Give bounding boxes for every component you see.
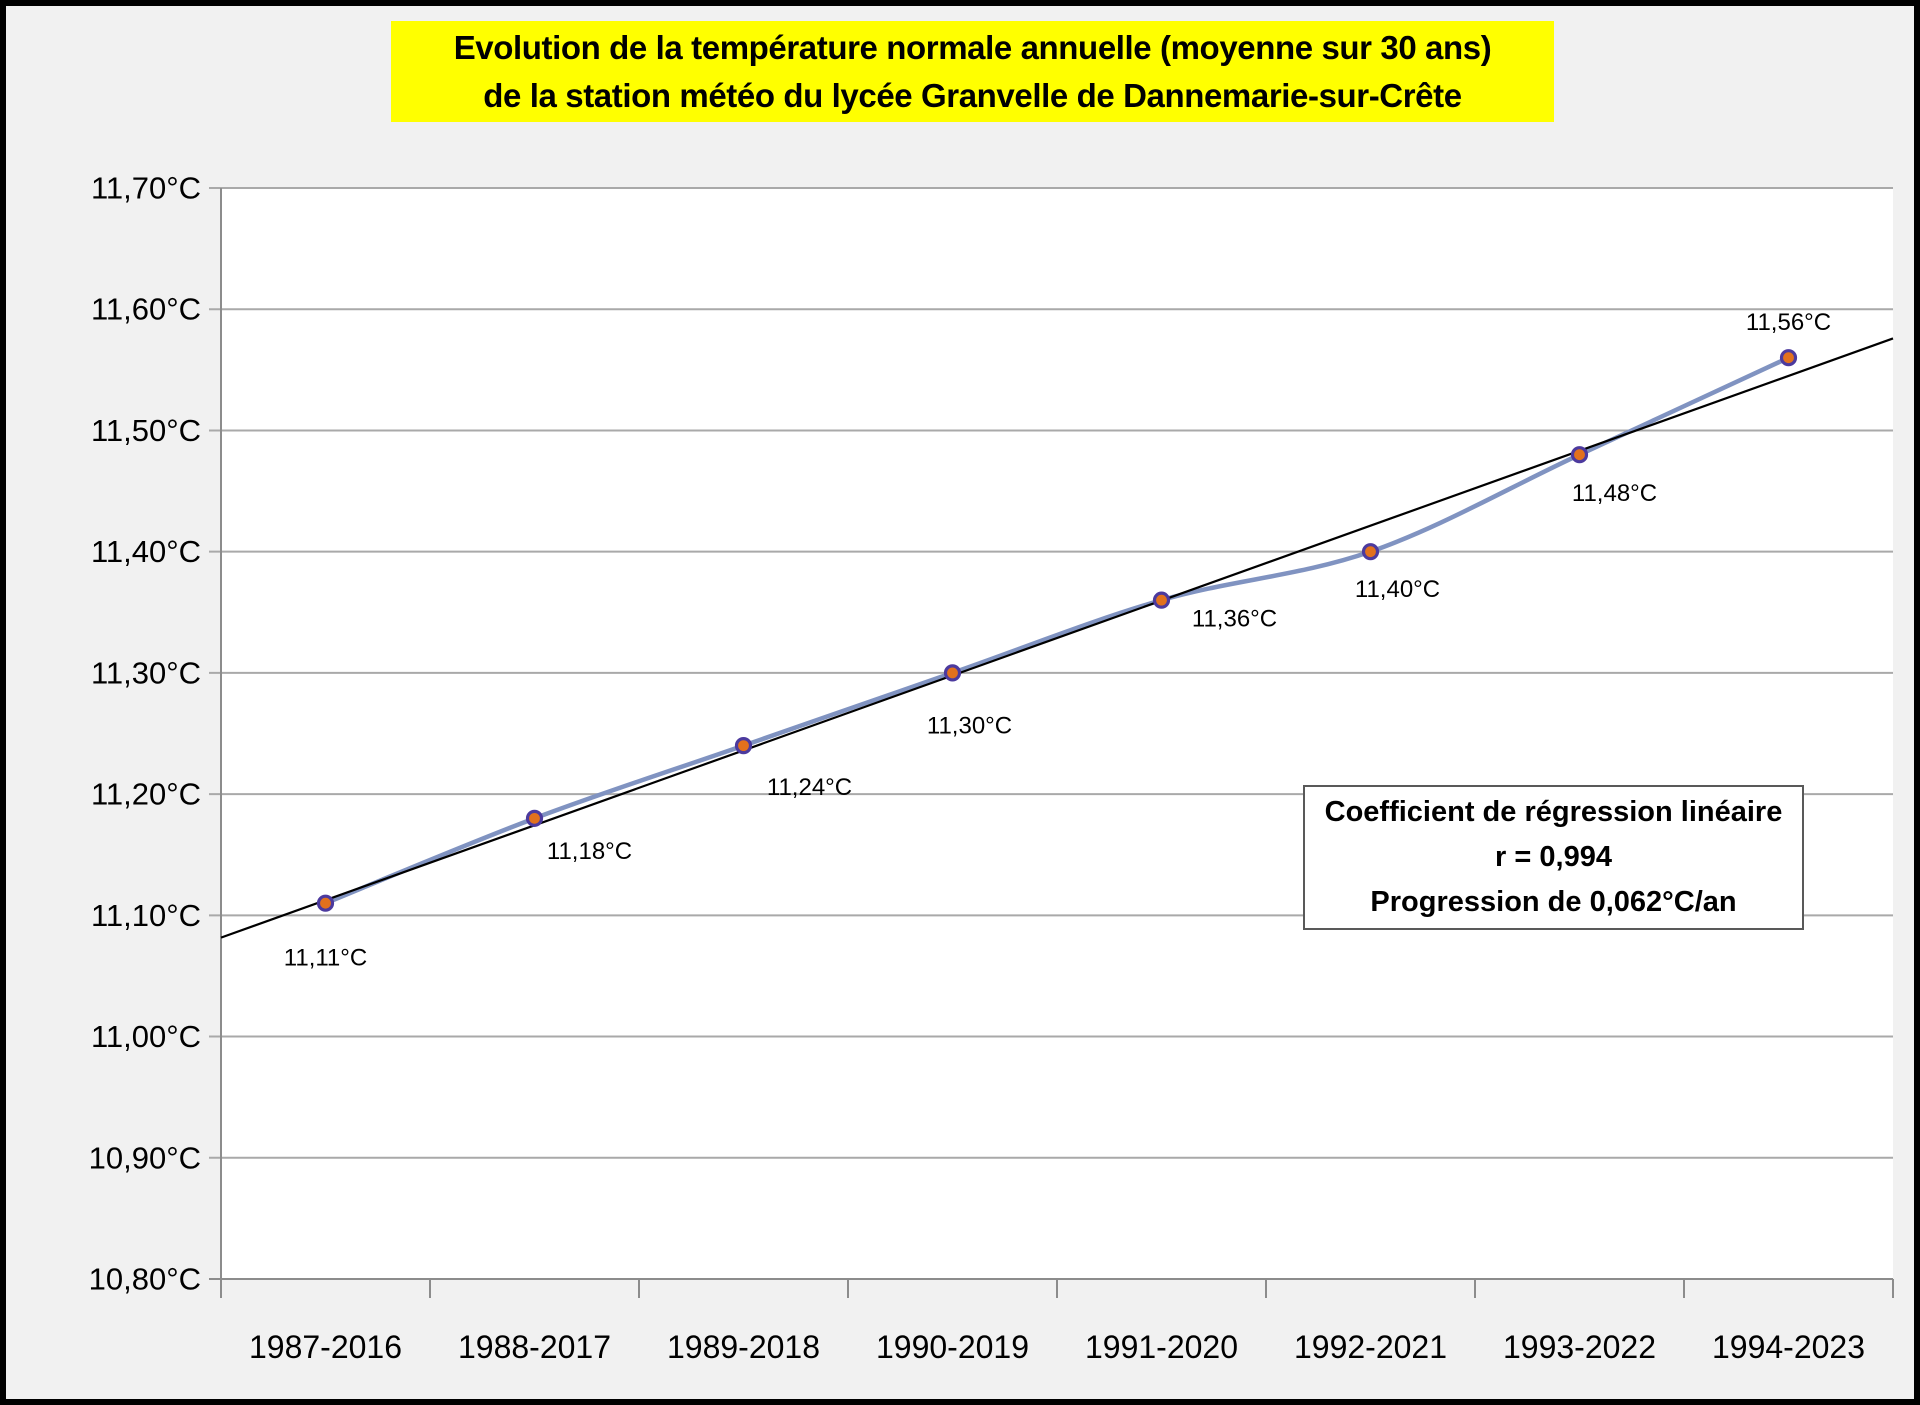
data-point-label: 11,40°C	[1355, 576, 1440, 603]
data-point-marker	[1570, 446, 1589, 464]
x-axis-category-label: 1988-2017	[458, 1329, 611, 1365]
data-point-marker	[1779, 349, 1798, 367]
y-axis-tick-label: 10,80°C	[89, 1262, 201, 1297]
data-point-marker	[734, 737, 753, 755]
data-point-marker	[1152, 591, 1171, 609]
data-point-label: 11,24°C	[767, 774, 852, 801]
annotation-progression-value: Progression de 0,062°C/an	[1370, 886, 1737, 918]
data-point-marker	[525, 809, 544, 827]
y-axis-tick-label: 11,50°C	[91, 413, 201, 448]
data-point-label: 11,18°C	[547, 838, 632, 865]
regression-annotation-box: Coefficient de régression linéaire r = 0…	[1303, 785, 1804, 930]
chart-title-line2: de la station météo du lycée Granvelle d…	[483, 76, 1462, 114]
data-point-label: 11,56°C	[1746, 309, 1831, 336]
x-axis-category-label: 1993-2022	[1503, 1329, 1656, 1365]
data-point-label: 11,36°C	[1192, 606, 1277, 633]
series-line	[323, 355, 1791, 906]
y-axis-tick-label: 11,30°C	[91, 655, 201, 690]
data-point-marker	[1361, 543, 1380, 561]
y-axis-tick-label: 11,60°C	[91, 292, 201, 327]
annotation-coefficient-label: Coefficient de régression linéaire	[1324, 796, 1783, 828]
x-axis-category-label: 1990-2019	[876, 1329, 1029, 1365]
chart-title: Evolution de la température normale annu…	[391, 21, 1554, 122]
y-axis-tick-label: 10,90°C	[89, 1140, 201, 1175]
data-point-label: 11,30°C	[927, 712, 1012, 739]
chart-canvas: 11,70°C 11,60°C 11,50°C 11,40°C 11,30°C 11,20…	[89, 171, 1894, 1365]
x-axis-category-label: 1994-2023	[1712, 1329, 1865, 1365]
y-axis-tick-label: 11,20°C	[91, 777, 201, 812]
data-point-label: 11,48°C	[1572, 480, 1657, 507]
y-axis-tick-label: 11,40°C	[91, 534, 201, 569]
data-point-label: 11,11°C	[284, 945, 367, 972]
annotation-r-value: r = 0,994	[1495, 841, 1612, 873]
data-point-marker	[316, 894, 335, 912]
y-axis-tick-label: 11,00°C	[91, 1019, 201, 1054]
x-axis-category-label: 1989-2018	[667, 1329, 820, 1365]
trend-line	[220, 337, 1894, 939]
y-axis-tick-label: 11,70°C	[91, 171, 201, 206]
x-axis-category-label: 1987-2016	[249, 1329, 402, 1365]
chart-title-line1: Evolution de la température normale annu…	[453, 28, 1492, 66]
y-axis-tick-label: 11,10°C	[91, 898, 201, 933]
x-axis-category-label: 1992-2021	[1294, 1329, 1447, 1365]
plot-area	[221, 188, 1893, 1279]
data-point-marker	[943, 664, 962, 682]
x-axis-category-label: 1991-2020	[1085, 1329, 1238, 1365]
